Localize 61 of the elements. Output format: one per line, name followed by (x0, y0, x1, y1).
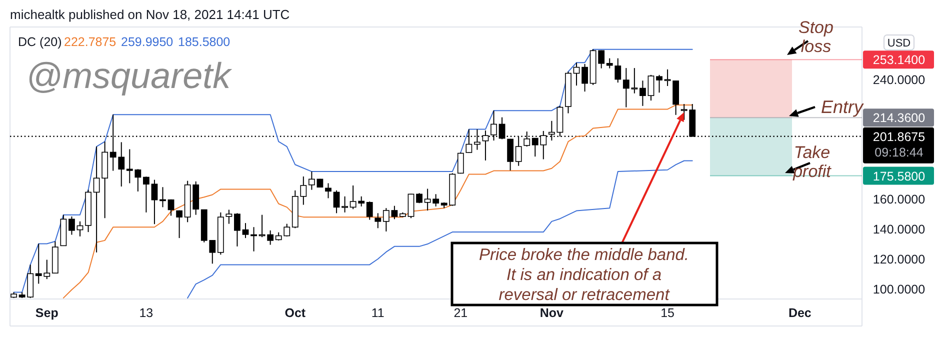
annotation: 222.7875 (64, 35, 116, 49)
x-tick-label: 21 (454, 306, 468, 320)
candlestick (151, 179, 158, 225)
annotation: DC (20) (18, 35, 62, 49)
annotation: Take profit (792, 143, 832, 181)
text: USD (887, 38, 911, 50)
x-tick-label: Dec (788, 306, 812, 320)
text: 09:18:44 (874, 145, 924, 160)
candlestick (408, 193, 414, 219)
x-tick-label: 11 (371, 306, 384, 320)
candlestick (93, 146, 100, 253)
candlestick (168, 198, 174, 216)
candlestick (391, 205, 398, 220)
ref-line-label: 175.5800 (872, 169, 926, 184)
candlestick (648, 74, 654, 102)
candlestick (664, 68, 671, 87)
candlestick (342, 196, 348, 213)
candlestick (457, 152, 464, 174)
annotation: 185.5800 (178, 35, 230, 49)
candlestick (606, 58, 613, 69)
candlestick (68, 216, 75, 236)
line-series (187, 160, 693, 298)
ref-line-label: 253.1400 (872, 53, 926, 68)
annotation: Stop loss (798, 18, 834, 56)
candlestick (374, 212, 382, 229)
y-tick-label: 160.0000 (872, 192, 926, 207)
candlestick (325, 182, 332, 199)
candlestick (507, 138, 514, 171)
candlestick (672, 80, 680, 116)
annotation: Price broke the middle band. It is an indication of a reversal or retracement (478, 246, 690, 304)
y-tick-label: 100.0000 (872, 282, 926, 296)
y-tick-label: 140.0000 (872, 222, 926, 237)
candlestick (573, 62, 580, 86)
chart-title: michealtk published on Nov 18, 2021 14:41 UTC (10, 7, 290, 22)
x-tick-label: 13 (139, 306, 154, 320)
candlestick (640, 80, 646, 106)
candlestick (142, 176, 150, 213)
candlestick (242, 222, 249, 239)
candlestick (382, 208, 390, 232)
annotation: Entry (820, 97, 864, 117)
candlestick (308, 171, 315, 190)
candlestick (614, 58, 622, 84)
annotation: 259.9950 (121, 35, 174, 49)
candlestick (267, 230, 274, 246)
x-tick-label: Nov (540, 306, 564, 320)
x-tick-label: Oct (284, 306, 306, 320)
candlestick (234, 212, 240, 247)
x-tick-label: Sep (35, 306, 59, 320)
ref-line-label: 214.3600 (872, 111, 926, 126)
candlestick (498, 116, 506, 140)
candlestick (656, 74, 662, 94)
line-series (62, 104, 693, 298)
x-tick-label: 15 (660, 306, 675, 320)
y-tick-label: 120.0000 (872, 252, 926, 267)
candlestick (176, 210, 182, 239)
candlestick (366, 200, 373, 220)
candlestick (333, 190, 340, 214)
annotation: @msquaretk (26, 55, 233, 96)
ref-line-label: 201.8675 (872, 130, 926, 144)
candlestick (582, 63, 588, 92)
y-tick-label: 240.0000 (872, 72, 926, 87)
